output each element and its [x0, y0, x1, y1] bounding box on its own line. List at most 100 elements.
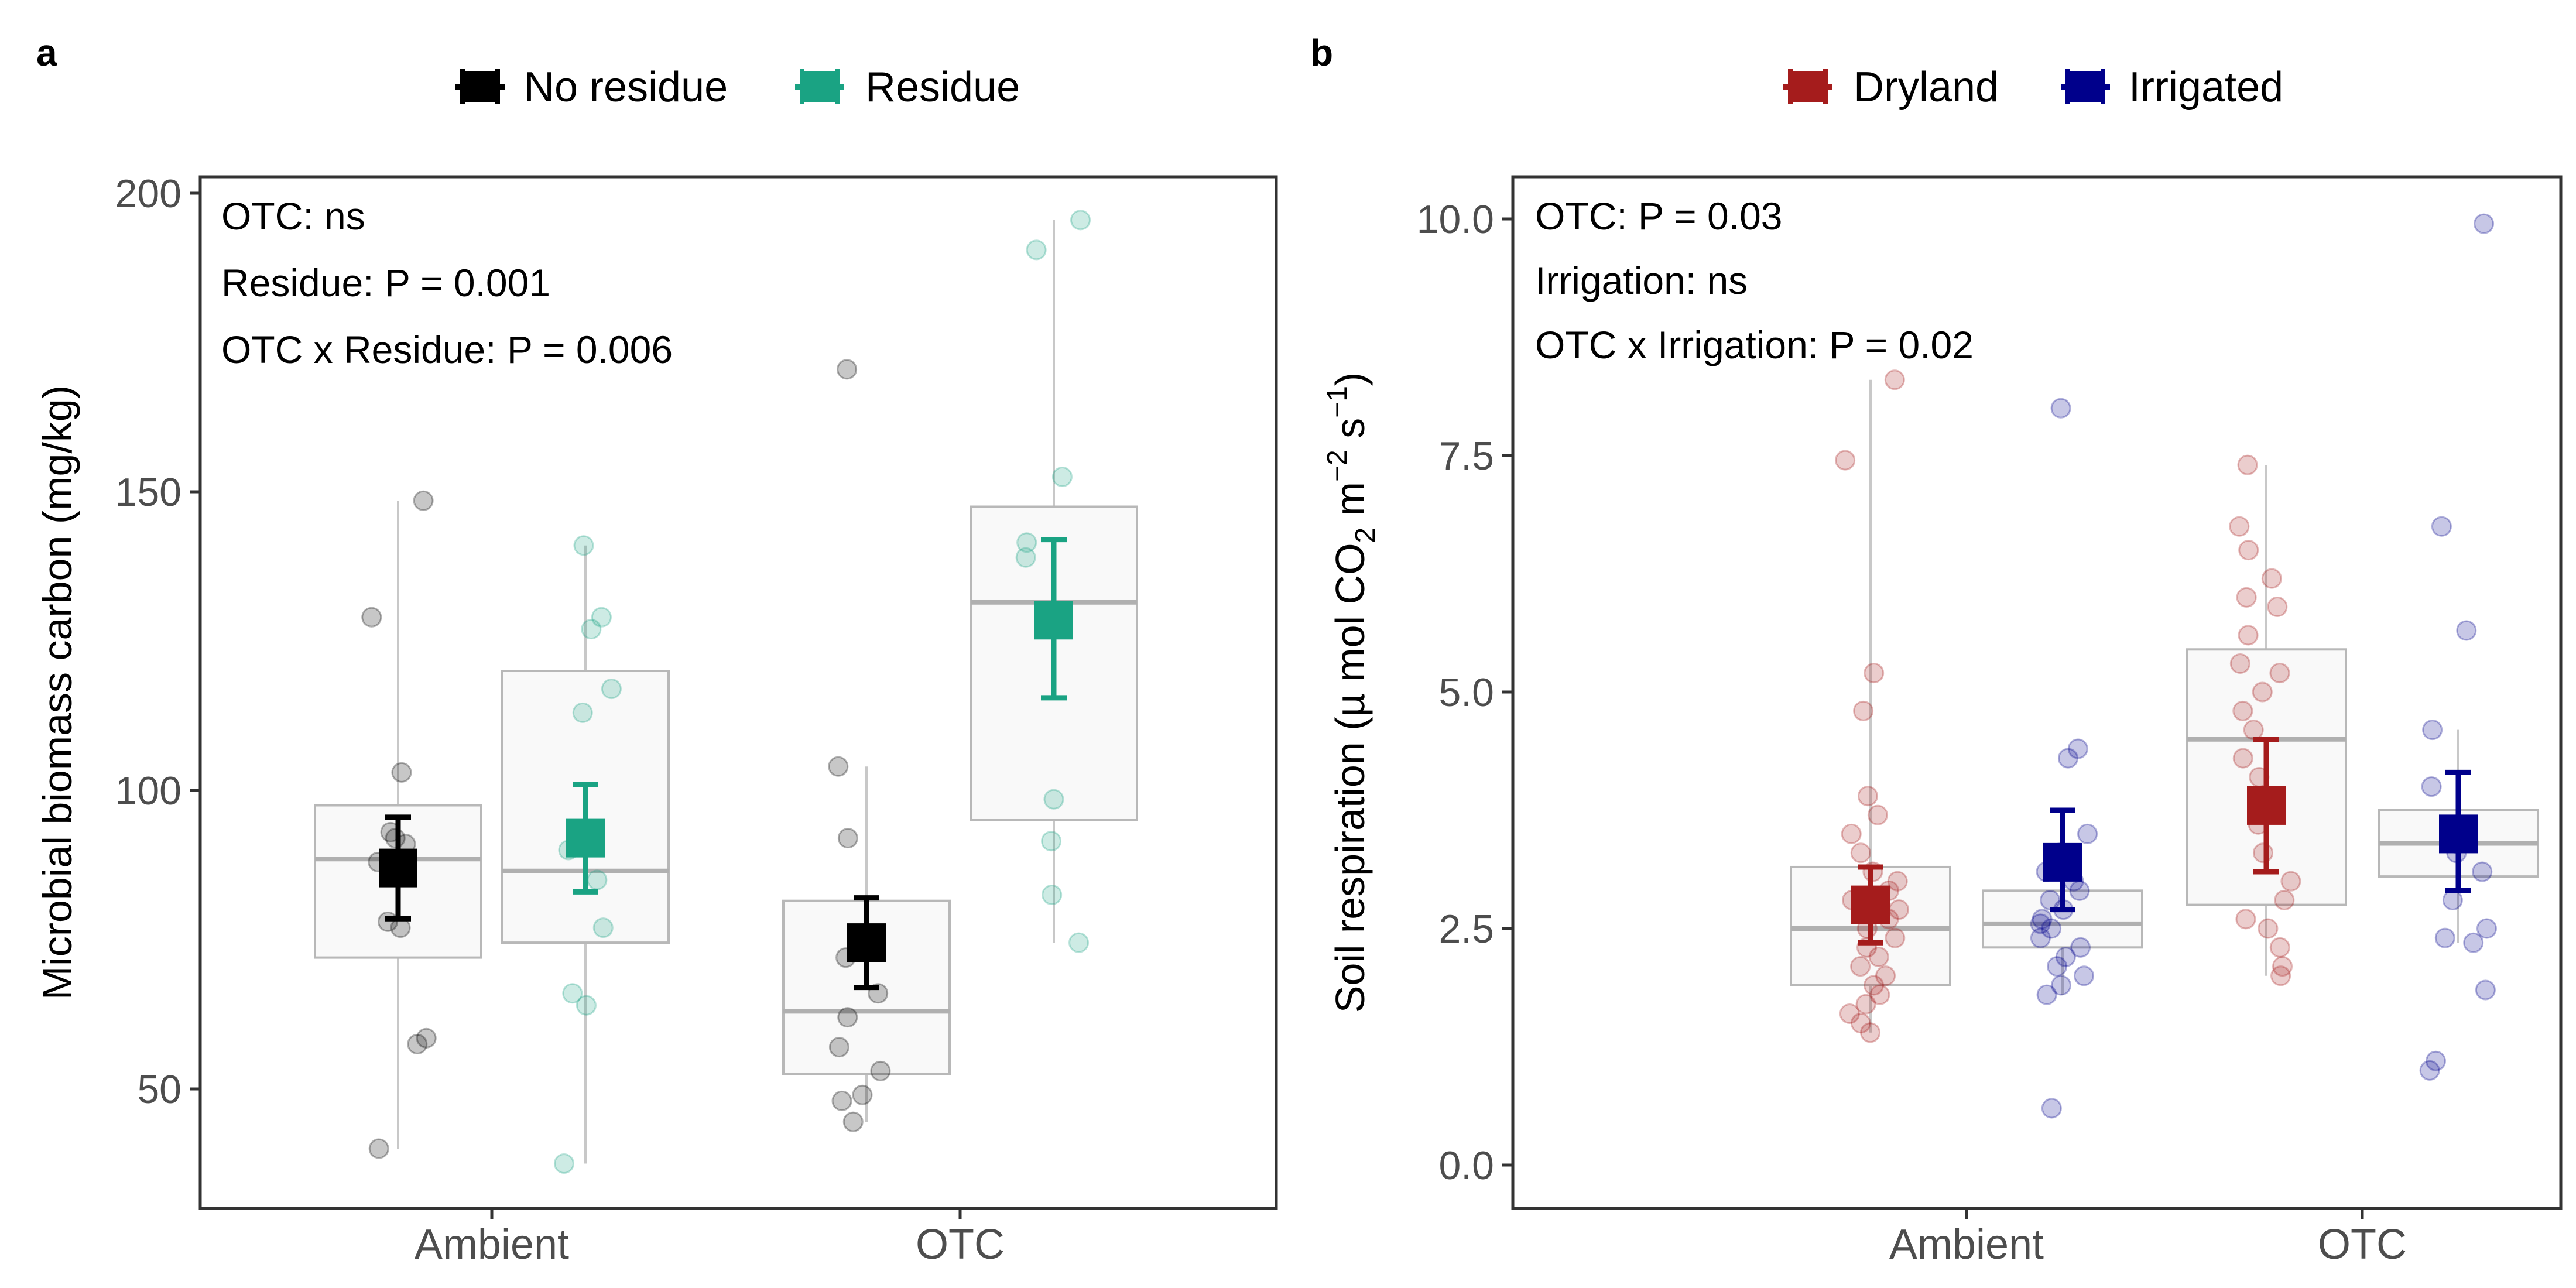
data-point	[1068, 932, 1090, 953]
y-tick-label: 5.0	[1438, 670, 1494, 715]
data-point	[2421, 776, 2442, 797]
data-point	[2253, 842, 2274, 864]
x-axis-a: Ambient OTC	[415, 1208, 1005, 1268]
data-point	[2041, 918, 2062, 939]
data-point	[2269, 663, 2290, 684]
data-point	[591, 607, 612, 628]
data-point	[842, 1111, 864, 1132]
data-point	[1885, 927, 1906, 948]
data-point	[870, 1060, 891, 1081]
data-point	[562, 983, 583, 1004]
data-point	[1850, 956, 1871, 977]
data-point	[837, 828, 858, 849]
data-point	[852, 1084, 873, 1105]
mean-marker	[2439, 814, 2478, 854]
data-point	[2237, 454, 2258, 475]
data-point	[1864, 663, 1885, 684]
y-axis-b: 0.0 2.5 5.0 7.5 10.0	[1417, 197, 1513, 1188]
data-point	[1015, 547, 1036, 568]
data-point	[391, 762, 412, 783]
x-tick-label: OTC	[2318, 1221, 2407, 1268]
data-point	[2476, 918, 2497, 939]
legend-key-marker	[1792, 71, 1824, 102]
mean-marker	[2043, 842, 2082, 882]
data-point	[2274, 890, 2295, 911]
mean-marker	[1034, 601, 1073, 640]
x-tick-label: OTC	[916, 1221, 1005, 1268]
data-point	[1070, 210, 1091, 231]
data-point	[2229, 516, 2250, 537]
data-point	[2030, 927, 2051, 948]
mean-marker	[566, 818, 605, 858]
data-point	[831, 1090, 852, 1111]
stat-annotation: Irrigation: ns	[1535, 259, 1748, 302]
y-tick-label: 7.5	[1438, 434, 1494, 478]
data-point	[553, 1153, 574, 1174]
data-point	[2431, 516, 2452, 537]
data-point	[2243, 720, 2264, 741]
plot-area-b	[1511, 175, 2563, 1210]
data-point	[1875, 965, 1896, 986]
data-point	[416, 1027, 437, 1049]
data-point	[1043, 789, 1064, 810]
data-point	[1869, 984, 1890, 1005]
data-point	[2232, 700, 2253, 721]
data-point	[2272, 956, 2293, 977]
data-point	[2261, 568, 2282, 589]
data-point	[1884, 369, 1905, 390]
data-point	[2077, 823, 2098, 844]
data-point	[2055, 946, 2076, 967]
data-point	[2269, 937, 2290, 958]
data-point	[2419, 1060, 2440, 1081]
data-point	[1860, 1022, 1881, 1043]
data-point	[407, 1034, 428, 1054]
data-point	[2280, 871, 2301, 892]
data-point	[2047, 956, 2068, 977]
data-point	[1868, 946, 1889, 967]
y-tick-label: 0.0	[1438, 1143, 1494, 1188]
data-point	[2236, 587, 2257, 608]
data-point	[2050, 398, 2071, 419]
data-point	[361, 607, 382, 628]
data-point	[828, 756, 849, 777]
data-point	[2057, 748, 2078, 769]
data-point	[2235, 909, 2256, 930]
y-axis-label-a: Microbial biomass carbon (mg/kg)	[35, 385, 80, 1000]
plot-b-marks	[1790, 213, 2539, 1119]
y-tick-label: 200	[115, 172, 181, 216]
data-point	[2422, 720, 2443, 741]
data-point	[2051, 975, 2072, 996]
legend-label: No residue	[524, 64, 728, 111]
data-point	[2067, 738, 2088, 759]
data-point	[1026, 239, 1047, 261]
data-point	[828, 1037, 849, 1058]
data-point	[2041, 1098, 2062, 1119]
data-point	[2474, 213, 2495, 234]
data-point	[837, 1007, 858, 1028]
data-point	[2267, 597, 2288, 618]
y-axis-label-b: Soil respiration (µ mol CO2 m−2 s−1)	[1322, 372, 1381, 1013]
data-point	[572, 702, 593, 723]
y-tick-label: 2.5	[1438, 907, 1494, 951]
x-tick-label: Ambient	[1889, 1221, 2044, 1268]
data-point	[1835, 450, 1856, 471]
data-point	[587, 869, 608, 890]
mean-marker	[379, 848, 417, 888]
data-point	[1867, 804, 1888, 825]
data-point	[2258, 918, 2279, 939]
data-point	[1839, 1003, 1860, 1024]
y-tick-label: 150	[115, 470, 181, 515]
legend-key-marker	[2070, 71, 2101, 102]
stat-annotation: OTC x Residue: P = 0.006	[221, 328, 673, 371]
data-point	[2442, 890, 2463, 911]
panel-a: a No residue Residue OTC: ns Residue: P = …	[35, 32, 1278, 1268]
stat-annotation: OTC x Irrigation: P = 0.02	[1535, 323, 1974, 366]
data-point	[413, 490, 434, 511]
data-point	[592, 917, 614, 938]
data-point	[2069, 880, 2090, 901]
legend-label: Dryland	[1854, 64, 1999, 111]
legend-label: Residue	[865, 64, 1020, 111]
data-point	[1850, 1013, 1871, 1034]
annotations-a: OTC: ns Residue: P = 0.001 OTC x Residue: …	[221, 194, 673, 371]
legend-label: Irrigated	[2129, 64, 2283, 111]
